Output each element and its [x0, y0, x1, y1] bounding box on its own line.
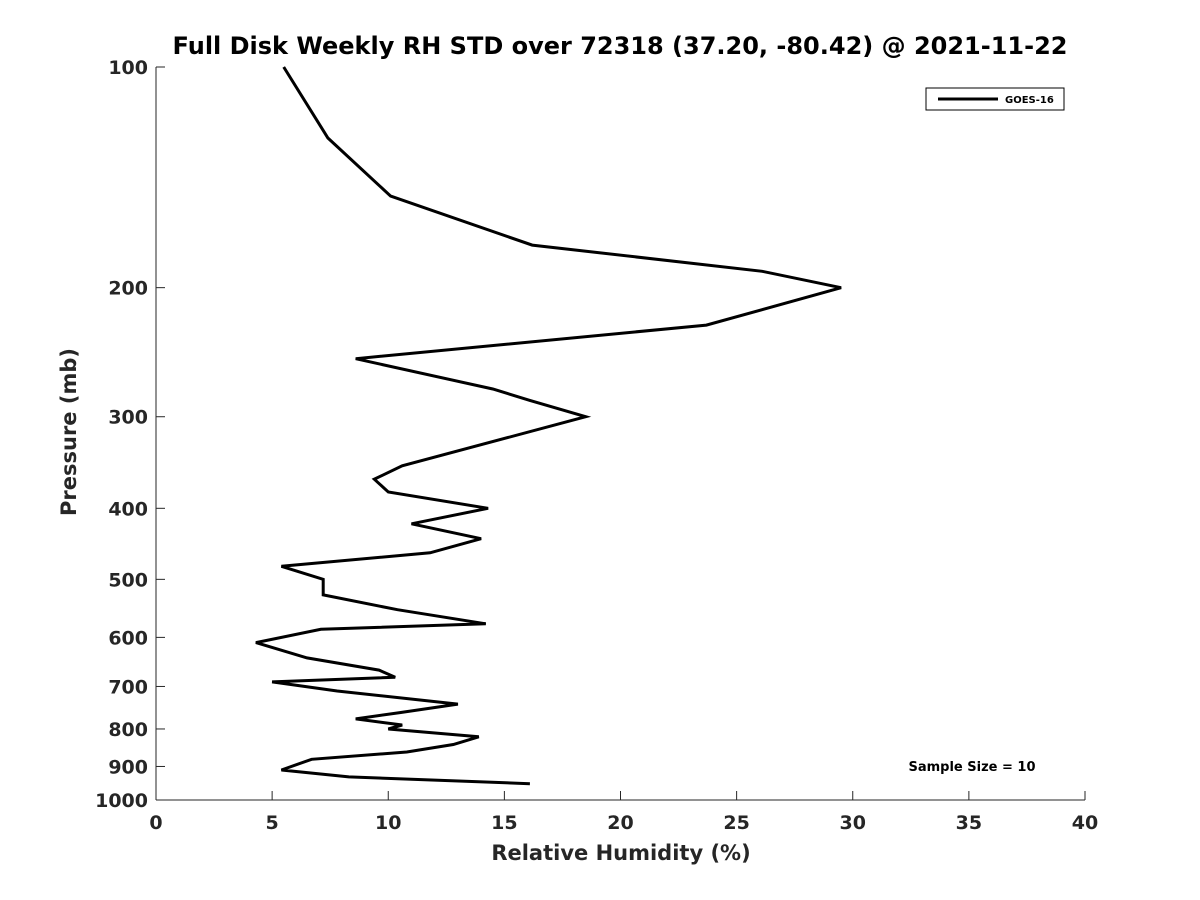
legend-label: GOES-16	[1005, 95, 1054, 106]
x-tick-label: 25	[723, 812, 749, 834]
y-axis-label: Pressure (mb)	[57, 348, 81, 516]
x-tick-label: 35	[956, 812, 982, 834]
x-tick-label: 40	[1072, 812, 1098, 834]
y-tick-label: 700	[108, 676, 148, 698]
y-tick-label: 300	[108, 407, 148, 429]
x-tick-label: 5	[266, 812, 279, 834]
legend: GOES-16	[925, 87, 1065, 111]
y-tick-label: 400	[108, 498, 148, 520]
y-tick-label: 900	[108, 756, 148, 778]
axis-ticks: 0 5 10 15 20 25 30 35 40 100 200 300 400 500 600 700 800…	[95, 57, 1098, 834]
y-tick-label: 200	[108, 278, 148, 300]
y-tick-label: 100	[108, 57, 148, 79]
sample-size-annotation: Sample Size = 10	[908, 760, 1035, 775]
x-tick-label: 0	[149, 812, 162, 834]
y-tick-label: 1000	[95, 790, 148, 812]
plot-axes	[155, 67, 1085, 801]
x-tick-label: 20	[607, 812, 633, 834]
y-tick-label: 800	[108, 719, 148, 741]
x-tick-label: 15	[491, 812, 517, 834]
x-tick-label: 10	[375, 812, 401, 834]
x-axis-label: Relative Humidity (%)	[491, 841, 750, 865]
y-tick-label: 600	[108, 627, 148, 649]
series-lines	[255, 66, 842, 786]
x-tick-label: 30	[840, 812, 866, 834]
series-line-goes-16	[255, 66, 842, 786]
chart-title: Full Disk Weekly RH STD over 72318 (37.2…	[173, 32, 1068, 60]
y-tick-label: 500	[108, 569, 148, 591]
